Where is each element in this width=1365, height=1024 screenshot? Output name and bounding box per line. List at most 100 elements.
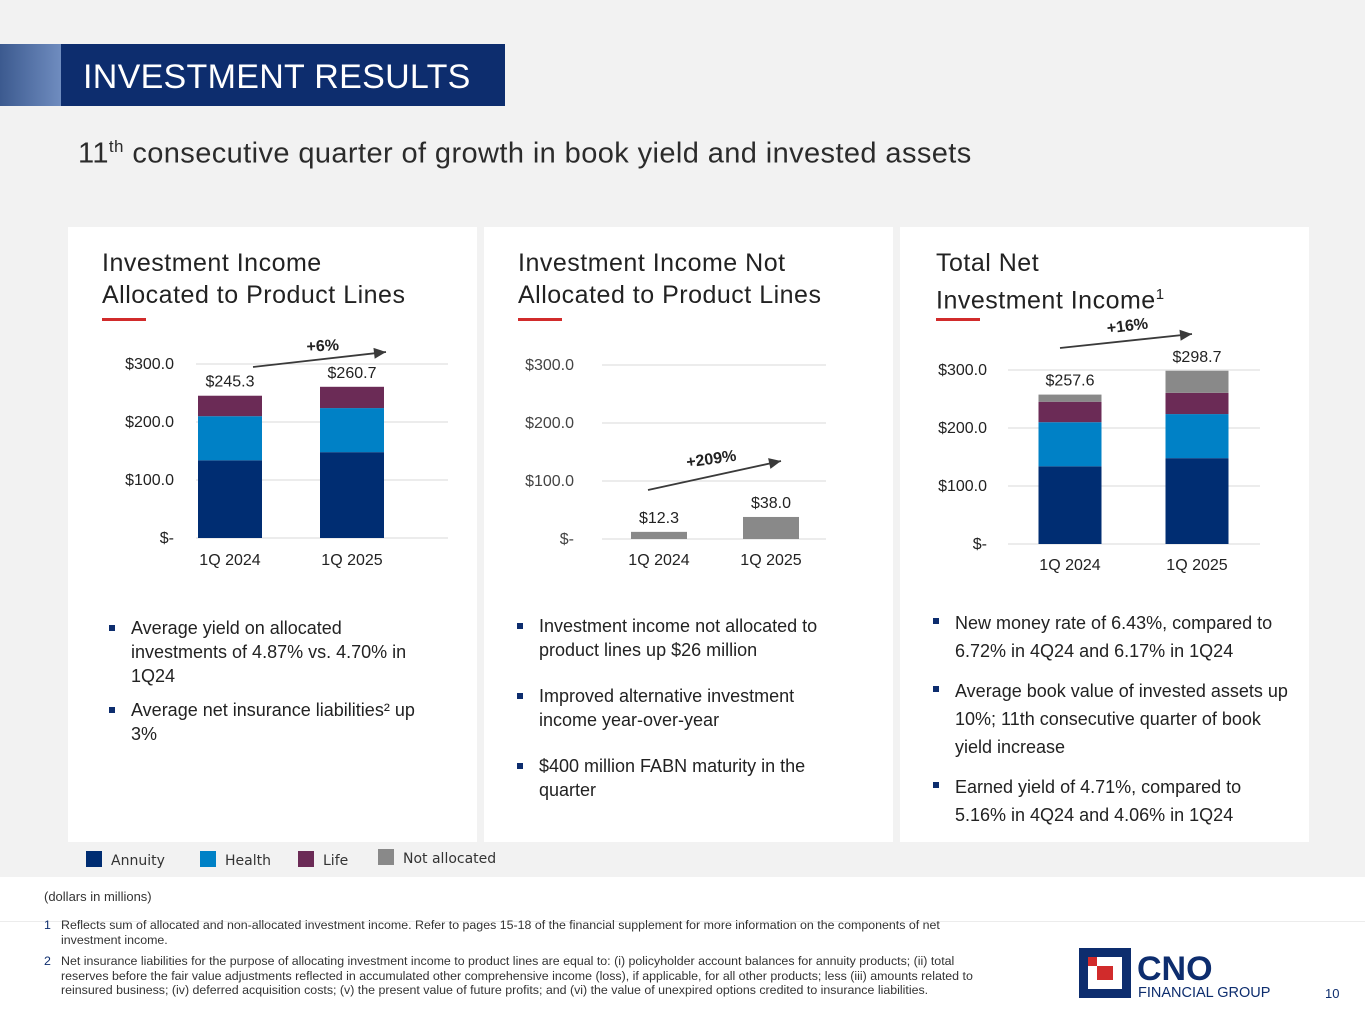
y-tick-label: $100.0 [125,472,174,489]
legend-label: Annuity [111,853,165,869]
bullet-list: New money rate of 6.43%, compared to 6.7… [928,609,1293,829]
bullet-item: Average net insurance liabilities² up 3% [104,698,434,746]
y-tick-label: $300.0 [525,357,574,374]
growth-label: +209% [685,448,737,472]
bullet-item: Earned yield of 4.71%, compared to 5.16%… [928,773,1293,829]
x-category-label: 1Q 2024 [199,552,260,569]
legend-swatch [378,849,394,865]
title-underline [102,318,146,321]
units-note: (dollars in millions) [44,889,152,904]
bar-total-label: $260.7 [328,365,377,382]
legend-item-health: Health [200,851,271,869]
bar-segment-health [1165,414,1229,459]
subtitle-text: consecutive quarter of growth in book yi… [123,137,972,170]
bullet-item: Investment income not allocated to produ… [512,614,852,662]
chart-allocated-income: $- $100.0 $200.0 $300.0 $245.3 1Q 2024 $260.7 1… [125,337,448,569]
bullet-list: Average yield on allocated investments o… [104,616,434,746]
legend-swatch [86,851,102,867]
subtitle-prefix: 11 [78,137,109,170]
footnote-2: 2 Net insurance liabilities for the purpo… [44,954,974,998]
y-tick-label: $- [973,536,987,553]
legend-item-annuity: Annuity [86,851,165,869]
panel-title: Investment Income Not Allocated to Produc… [518,247,821,311]
footer-divider [0,921,1365,922]
panel-not-allocated-income: Investment Income Not Allocated to Produc… [484,227,893,842]
growth-arrow-head [768,458,781,469]
y-tick-label: $- [160,530,174,547]
x-category-label: 1Q 2025 [740,552,801,569]
title-bar-accent [0,44,61,106]
bullet-item: Improved alternative investment income y… [512,684,852,732]
title-underline [936,318,980,321]
y-tick-label: $300.0 [938,362,987,379]
logo-name: CNO [1137,950,1213,988]
growth-arrow-line [647,460,782,491]
y-tick-label: $300.0 [125,356,174,373]
panel-allocated-income: Investment Income Allocated to Product Li… [68,227,477,842]
bullet-item: $400 million FABN maturity in the quarte… [512,754,852,802]
bar-segment-annuity [1165,458,1229,544]
bar-segment-not-allocated [1165,370,1229,393]
legend-label: Not allocated [403,851,497,867]
bar-total-label: $257.6 [1046,373,1095,390]
bar-total-label: $12.3 [639,510,679,527]
bar-segment-health [198,416,262,461]
bullet-item: Average yield on allocated investments o… [104,616,434,688]
growth-label: +16% [1106,316,1149,338]
chart-not-allocated-income: $- $100.0 $200.0 $300.0 $12.3 1Q 2024 $38.0 1Q … [525,357,826,569]
growth-label: +6% [306,337,339,356]
panel-title-line2: Allocated to Product Lines [102,281,406,309]
bar-segment-annuity [320,452,384,538]
bar-segment-not-allocated [1038,394,1102,402]
bar-segment-life [1038,401,1102,423]
y-tick-label: $100.0 [938,478,987,495]
bar-total-label: $245.3 [206,374,255,391]
footnote-number: 1 [44,918,51,932]
panel-title-line2: Investment Income [936,286,1156,315]
panel-title-line1: Investment Income [102,249,322,277]
legend-item-not-allocated: Not allocated [378,849,496,867]
chart-total-net-income: $- $100.0 $200.0 $300.0 $257.6 1Q 2024 $298.7 1… [938,316,1260,574]
cno-logo: CNO FINANCIAL GROUP [1079,948,1270,1001]
footnote-marker: 1 [1155,286,1165,303]
page-title: INVESTMENT RESULTS [83,58,471,96]
bullet-list: Investment income not allocated to produ… [512,614,852,802]
page-subtitle: 11th consecutive quarter of growth in bo… [78,137,972,171]
bar-segment-life [1165,392,1229,415]
logo-subtext: FINANCIAL GROUP [1138,985,1270,1001]
x-category-label: 1Q 2025 [321,552,382,569]
y-tick-label: $200.0 [525,415,574,432]
bar-segment-annuity [1038,466,1102,544]
panel-total-net-income: Total Net Investment Income1 $- $100.0 $200… [900,227,1309,842]
x-category-label: 1Q 2024 [1039,557,1100,574]
panel-title-line2: Allocated to Product Lines [518,281,822,309]
y-tick-label: $- [560,531,574,548]
panel-title-line1: Investment Income Not [518,249,786,277]
y-tick-label: $200.0 [938,420,987,437]
bar-segment-not-allocated [743,516,799,539]
page-number: 10 [1325,986,1340,1001]
bar-segment-not-allocated [631,531,687,539]
title-underline [518,318,562,321]
legend-swatch [200,851,216,867]
growth-arrow-line [252,351,387,368]
bar-segment-annuity [198,460,262,538]
footnote-text: Net insurance liabilities for the purpos… [61,954,973,997]
bar-segment-health [320,408,384,453]
bullet-item: New money rate of 6.43%, compared to 6.7… [928,609,1293,665]
footnote-number: 2 [44,954,51,968]
panel-title: Total Net Investment Income1 [936,247,1165,316]
bar-total-label: $298.7 [1173,349,1222,366]
bar-segment-life [198,395,262,417]
growth-arrow-line [1059,333,1193,349]
title-bar [61,44,505,106]
footer [0,877,1365,1024]
bar-total-label: $38.0 [751,495,791,512]
legend-label: Life [323,853,349,869]
legend-swatch [298,851,314,867]
panel-title-line1: Total Net [936,249,1040,277]
growth-arrow-head [373,347,386,359]
footnote-1: 1 Reflects sum of allocated and non-alloc… [44,918,974,947]
legend-item-life: Life [298,851,348,869]
y-tick-label: $100.0 [525,473,574,490]
